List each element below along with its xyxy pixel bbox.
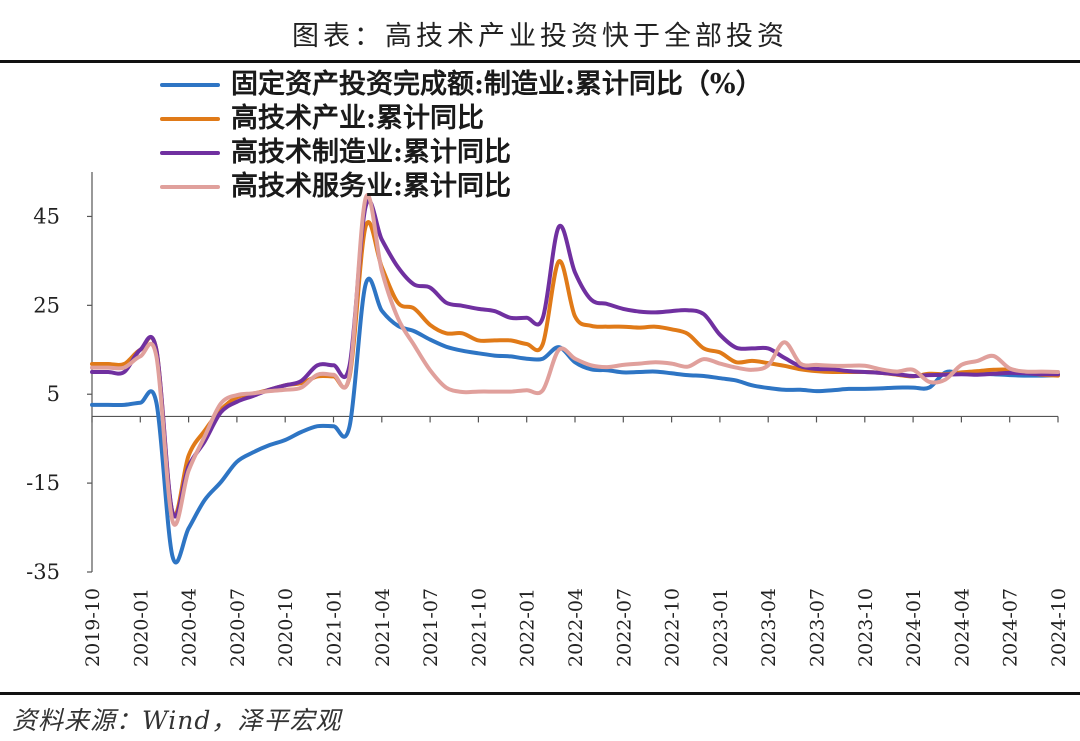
source-note: 资料来源：Wind，泽平宏观 (12, 706, 342, 735)
legend-swatch (160, 117, 220, 121)
x-tick-label: 2024-01 (903, 588, 925, 667)
chart-series (90, 193, 1060, 565)
legend-swatch (160, 151, 220, 155)
legend-label: 固定资产投资完成额:制造业:累计同比（%） (231, 69, 763, 100)
legend-label: 高技术产业:累计同比 (231, 103, 484, 134)
x-tick-label: 2019-10 (82, 588, 104, 667)
x-tick-label: 2023-10 (855, 588, 877, 667)
series-line-hightech-services (90, 193, 1060, 527)
x-tick-label: 2023-01 (710, 588, 732, 667)
legend-label: 高技术服务业:累计同比 (231, 171, 511, 202)
x-tick-label: 2023-04 (758, 588, 780, 667)
x-tick-label: 2022-10 (662, 588, 684, 667)
x-tick-label: 2020-04 (179, 588, 201, 667)
x-tick-label: 2024-04 (951, 588, 973, 667)
x-tick-label: 2021-10 (468, 588, 490, 667)
bottom-rule (0, 692, 1080, 695)
top-rule (0, 60, 1080, 63)
y-tick-label: -15 (26, 471, 60, 495)
y-tick-label: -35 (26, 560, 60, 584)
series-line-hightech-manufacturing (90, 198, 1060, 519)
x-tick-label: 2021-04 (372, 588, 394, 667)
x-tick-label: 2021-07 (420, 588, 442, 667)
x-tick-label: 2020-07 (227, 588, 249, 667)
x-tick-label: 2024-10 (1048, 588, 1070, 667)
legend-label: 高技术制造业:累计同比 (231, 137, 511, 168)
x-tick-label: 2022-01 (517, 588, 539, 667)
legend-swatch (160, 83, 220, 87)
legend-swatch (160, 185, 220, 189)
x-tick-label: 2022-07 (613, 588, 635, 667)
y-tick-label: 45 (33, 204, 60, 228)
x-tick-label: 2020-01 (130, 588, 152, 667)
chart-title: 图表：高技术产业投资快于全部投资 (292, 21, 788, 52)
x-tick-label: 2021-01 (324, 588, 346, 667)
x-tick-label: 2020-10 (275, 588, 297, 667)
x-tick-label: 2022-04 (565, 588, 587, 667)
chart-axes: -35 -15 5 25 45 2019-10 2020-01 2020-04 2020-07 2… (26, 172, 1070, 667)
x-tick-label: 2024-07 (1000, 588, 1022, 667)
y-tick-label: 25 (33, 293, 60, 317)
x-tick-label: 2023-07 (807, 588, 829, 667)
y-tick-label: 5 (47, 382, 60, 406)
